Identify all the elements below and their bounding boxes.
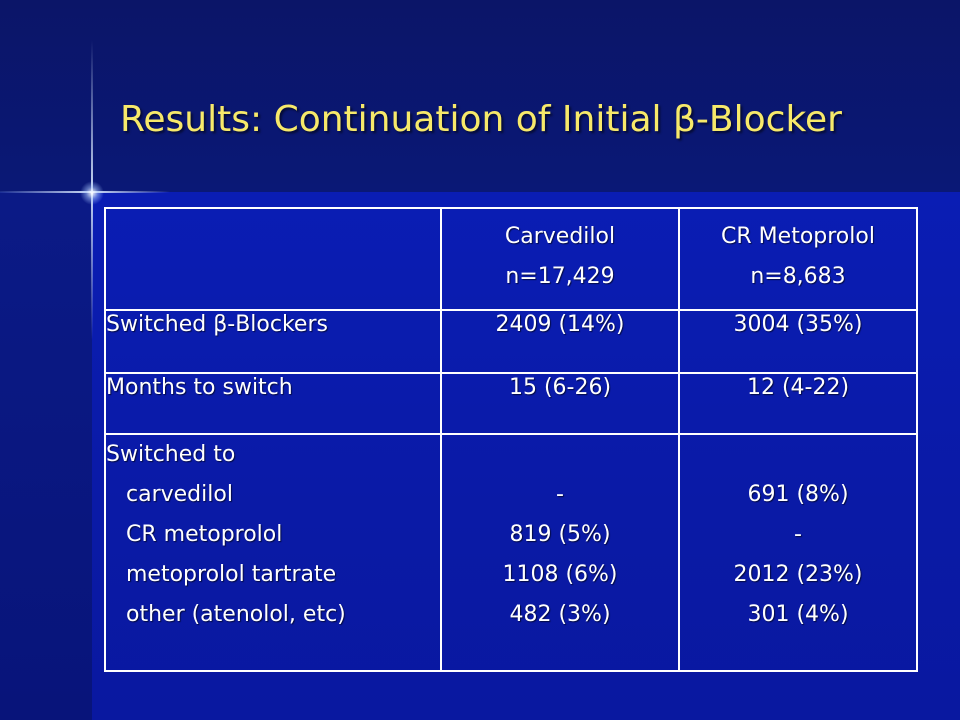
table-row: Months to switch 15 (6-26) 12 (4-22) <box>104 371 918 435</box>
switched-to-value: 691 (8%) <box>747 481 849 507</box>
cell-switched-carvedilol: 2409 (14%) <box>440 308 680 374</box>
cell-switched-cr-metoprolol: 3004 (35%) <box>678 308 918 374</box>
switched-to-value: 301 (4%) <box>747 601 849 627</box>
table-row: Switched β-Blockers 2409 (14%) 3004 (35%… <box>104 308 918 374</box>
row-label-months: Months to switch <box>104 371 442 435</box>
switched-to-item-label: CR metoprolol <box>126 521 283 547</box>
table-header-row: Carvedilol n=17,429 CR Metoprolol n=8,68… <box>104 207 918 311</box>
switched-to-value: 482 (3%) <box>509 601 611 627</box>
switched-to-value: 819 (5%) <box>509 521 611 547</box>
slide-header-background <box>0 0 960 192</box>
header-cr-metoprolol: CR Metoprolol n=8,683 <box>678 207 918 311</box>
switched-to-value: - <box>794 521 802 547</box>
header-carvedilol: Carvedilol n=17,429 <box>440 207 680 311</box>
decorative-flare-star-icon <box>80 181 104 205</box>
cells-switched-to-carvedilol: - 819 (5%) 1108 (6%) 482 (3%) <box>440 432 680 673</box>
header-empty-cell <box>104 207 442 311</box>
switched-to-heading: Switched to <box>106 441 236 467</box>
switched-to-item-label: metoprolol tartrate <box>126 561 337 587</box>
column-n-cr-metoprolol: n=8,683 <box>750 264 846 289</box>
spacer-line <box>442 435 678 475</box>
results-table: Carvedilol n=17,429 CR Metoprolol n=8,68… <box>104 207 918 673</box>
cell-months-carvedilol: 15 (6-26) <box>440 371 680 435</box>
column-name-carvedilol: Carvedilol <box>504 224 616 249</box>
row-label-switched: Switched β-Blockers <box>104 308 442 374</box>
table-row: Switched to carvedilol CR metoprolol met… <box>104 432 918 673</box>
cell-months-cr-metoprolol: 12 (4-22) <box>678 371 918 435</box>
switched-to-value: 1108 (6%) <box>502 561 618 587</box>
slide-title: Results: Continuation of Initial β-Block… <box>120 99 842 140</box>
column-n-carvedilol: n=17,429 <box>505 264 615 289</box>
row-label-switched-to: Switched to carvedilol CR metoprolol met… <box>104 432 442 673</box>
slide-left-band <box>0 192 92 720</box>
column-name-cr-metoprolol: CR Metoprolol <box>721 224 875 249</box>
switched-to-value: 2012 (23%) <box>733 561 863 587</box>
switched-to-item-label: other (atenolol, etc) <box>126 601 346 627</box>
switched-to-item-label: carvedilol <box>126 481 233 507</box>
cells-switched-to-cr-metoprolol: 691 (8%) - 2012 (23%) 301 (4%) <box>678 432 918 673</box>
switched-to-value: - <box>556 481 564 507</box>
spacer-line <box>680 435 916 475</box>
